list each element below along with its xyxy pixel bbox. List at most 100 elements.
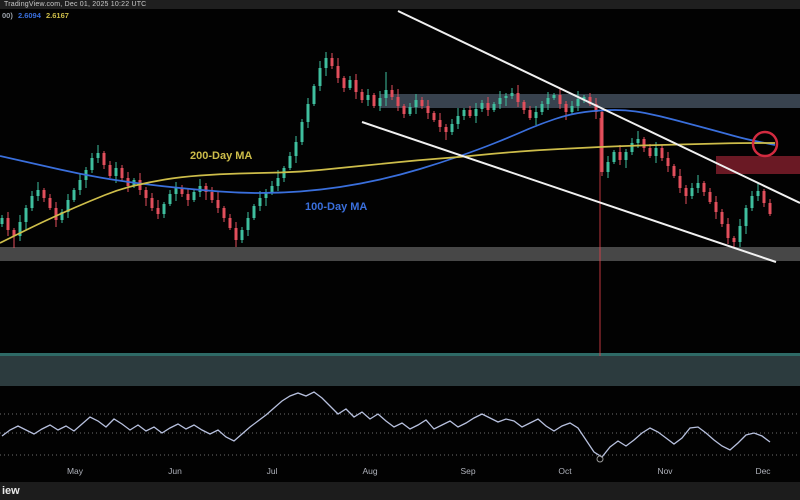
candle	[432, 113, 436, 120]
month-label-sep: Sep	[460, 466, 476, 476]
candle	[186, 194, 190, 200]
candle	[258, 198, 262, 206]
candle	[60, 212, 64, 220]
candle	[606, 162, 610, 172]
candle	[588, 97, 592, 104]
candle	[558, 95, 562, 104]
candle	[336, 66, 340, 78]
candle	[156, 208, 160, 214]
candle	[462, 110, 466, 116]
ma-legend: 00) 2.6094 2.6167	[2, 11, 72, 20]
candle	[438, 120, 442, 127]
watermark-timestamp: TradingView.com, Dec 01, 2025 10:22 UTC	[4, 1, 147, 8]
candle	[660, 148, 664, 158]
month-label-jul: Jul	[266, 466, 278, 476]
candle	[192, 192, 196, 200]
candle	[708, 192, 712, 202]
candle	[78, 180, 82, 190]
ma-legend-prefix: 00)	[2, 11, 13, 20]
candle	[90, 158, 94, 170]
bottom-bar: iew	[0, 482, 800, 500]
candle	[306, 104, 310, 122]
candle	[252, 206, 256, 218]
candle	[264, 192, 268, 198]
ma100-label: 100-Day MA	[305, 201, 368, 213]
candle	[216, 200, 220, 208]
candle	[18, 222, 22, 236]
candle	[468, 110, 472, 116]
candle	[174, 188, 178, 194]
candle	[24, 208, 28, 222]
candle	[420, 100, 424, 106]
candle	[480, 103, 484, 109]
candle	[504, 96, 508, 98]
candle	[96, 153, 100, 158]
candle	[486, 103, 490, 110]
candle	[720, 212, 724, 224]
candle	[570, 106, 574, 112]
ma200-label: 200-Day MA	[190, 150, 253, 162]
trendline-lower-descending	[361, 121, 777, 263]
candle	[288, 156, 292, 168]
candle	[534, 112, 538, 118]
candle	[108, 165, 112, 176]
candle	[402, 106, 406, 114]
candle	[324, 58, 328, 68]
candle	[492, 104, 496, 110]
candle	[450, 124, 454, 132]
candle	[426, 106, 430, 113]
candle	[762, 191, 766, 203]
candle	[696, 183, 700, 188]
month-label-oct: Oct	[558, 466, 572, 476]
candle	[672, 166, 676, 176]
month-label-jun: Jun	[168, 466, 182, 476]
candle	[348, 80, 352, 88]
ma200-value: 2.6167	[45, 11, 69, 20]
candle	[630, 143, 634, 152]
candle	[6, 218, 10, 230]
candle	[48, 198, 52, 208]
time-axis: May Jun Jul Aug Sep Oct Nov Dec	[0, 464, 800, 478]
ma100-value: 2.6094	[17, 11, 41, 20]
candle	[246, 218, 250, 230]
candle	[456, 116, 460, 124]
candle	[330, 58, 334, 66]
candle	[72, 190, 76, 200]
candle	[528, 110, 532, 118]
candle	[42, 190, 46, 198]
candle	[516, 93, 520, 102]
candle	[276, 178, 280, 186]
candle	[618, 152, 622, 160]
candle	[318, 68, 322, 86]
candle	[396, 97, 400, 106]
rsi-line	[1, 391, 771, 458]
candle	[30, 196, 34, 208]
candle	[732, 238, 736, 242]
candle	[390, 90, 394, 97]
ma100-line	[0, 109, 776, 194]
candle	[408, 107, 412, 114]
candle	[702, 183, 706, 192]
candle	[510, 93, 514, 96]
candle	[576, 99, 580, 106]
candle	[522, 102, 526, 110]
candle	[120, 168, 124, 178]
candle	[414, 100, 418, 107]
candle	[474, 109, 478, 116]
candle	[66, 200, 70, 212]
candle	[114, 168, 118, 176]
supply-zone-red	[716, 156, 800, 174]
highlight-circle	[751, 130, 779, 158]
candle	[234, 228, 238, 240]
candle	[204, 186, 208, 192]
candle	[144, 190, 148, 198]
candle	[150, 198, 154, 208]
candle	[378, 98, 382, 106]
candle	[102, 153, 106, 165]
candle	[552, 95, 556, 98]
candle	[360, 92, 364, 100]
candle	[222, 208, 226, 218]
candle	[240, 230, 244, 240]
ma200-line	[0, 142, 775, 244]
